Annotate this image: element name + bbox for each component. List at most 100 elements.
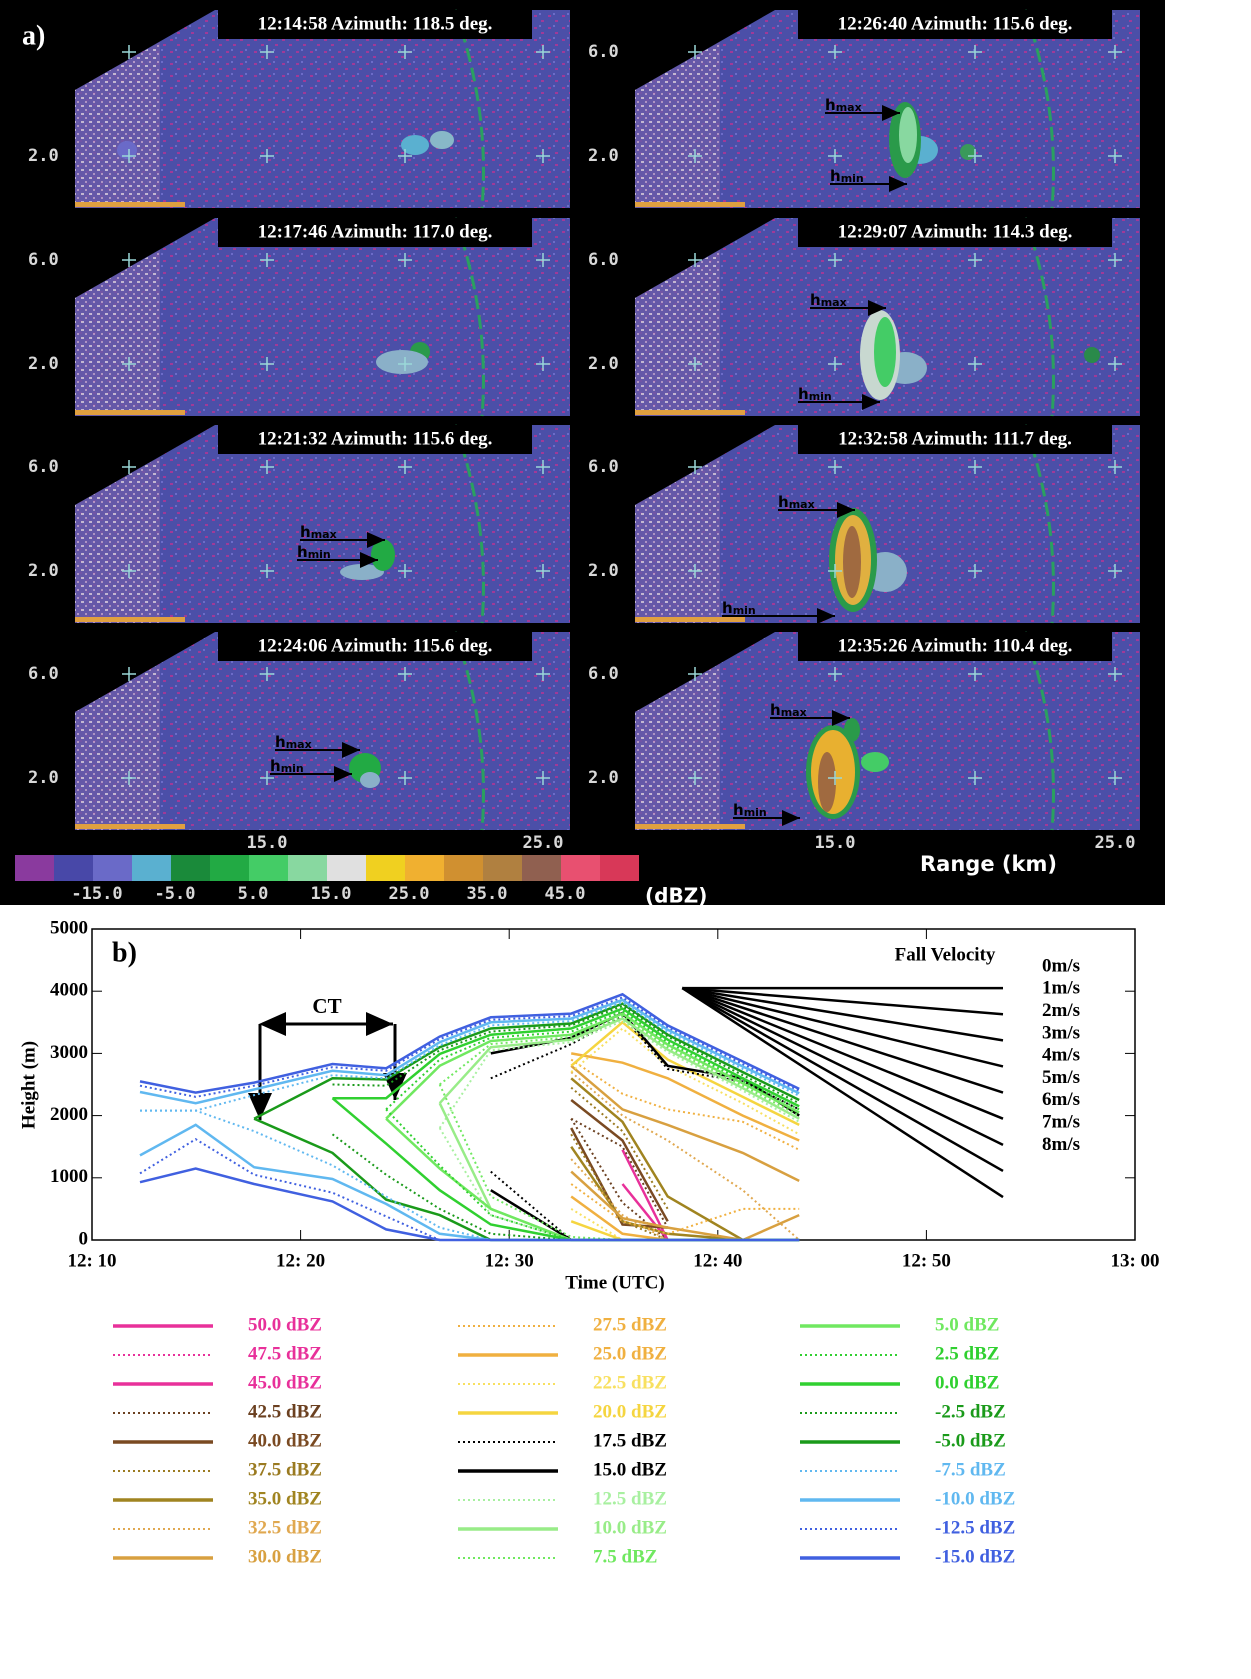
y-tick-label: 6.0 <box>588 42 619 62</box>
grid-cross <box>688 45 702 59</box>
fall-velocity-label: 0m/s <box>1042 955 1080 976</box>
annotation: hmin <box>830 167 864 186</box>
grid-cross <box>536 45 550 59</box>
panel-title-box <box>218 10 532 39</box>
x-tick-label: 15.0 <box>815 833 856 853</box>
legend-label: -15.0 dBZ <box>935 1546 1015 1567</box>
legend-label: 50.0 dBZ <box>248 1314 322 1335</box>
annotation-sub: min <box>809 390 832 403</box>
colorbar-cell <box>522 855 561 881</box>
series-line <box>139 1167 800 1242</box>
y-tick-label: 6.0 <box>28 457 59 477</box>
grid-cross <box>260 45 274 59</box>
grid-cross <box>828 564 842 578</box>
panel-a-label: a) <box>22 20 45 51</box>
panel-title-box <box>218 218 532 247</box>
annotation-sub: min <box>841 172 864 185</box>
colorbar-cell <box>171 855 210 881</box>
colorbar-tick-label: -5.0 <box>155 884 196 904</box>
annotation-base: h <box>770 701 781 719</box>
radar-panel: 12:29:07 Azimuth: 114.3 deg.6.02.0hmaxhm… <box>588 217 1140 417</box>
y-tick-label: 0 <box>79 1228 89 1249</box>
near-range-clutter <box>75 457 160 623</box>
echo <box>340 564 384 580</box>
annotation-sub: max <box>286 738 312 751</box>
panel-title: 12:17:46 Azimuth: 117.0 deg. <box>258 221 493 242</box>
annotation: hmin <box>733 801 767 820</box>
annotation-sub: min <box>281 762 304 775</box>
x-tick-label: 12: 40 <box>693 1250 742 1271</box>
grid-cross <box>828 771 842 785</box>
annotation: hmin <box>722 599 756 618</box>
annotation-base: h <box>270 757 281 775</box>
legend-label: 12.5 dBZ <box>593 1488 667 1509</box>
x-tick-label: 12: 30 <box>485 1250 534 1271</box>
fall-velocity-label: 4m/s <box>1042 1045 1080 1066</box>
annotation-sub: max <box>781 706 807 719</box>
panel-title-box <box>798 218 1112 247</box>
annotation-sub: max <box>789 498 815 511</box>
grid-cross <box>828 357 842 371</box>
colorbar-tick-label: 15.0 <box>311 884 352 904</box>
y-tick-label: 2.0 <box>588 561 619 581</box>
echo <box>843 526 861 598</box>
series-line <box>139 1123 800 1242</box>
grid-cross <box>260 771 274 785</box>
legend-label: 37.5 dBZ <box>248 1459 322 1480</box>
grid-cross <box>122 460 136 474</box>
panel-title: 12:24:06 Azimuth: 115.6 deg. <box>258 635 493 656</box>
legend-label: 30.0 dBZ <box>248 1546 322 1567</box>
grid-cross <box>122 667 136 681</box>
x-tick-label: 12: 50 <box>902 1250 951 1271</box>
legend-label: 42.5 dBZ <box>248 1401 322 1422</box>
series-line <box>570 1064 800 1183</box>
echo <box>818 752 836 812</box>
annotation-sub: min <box>744 806 767 819</box>
legend-label: 10.0 dBZ <box>593 1517 667 1538</box>
y-tick-label: 6.0 <box>588 664 619 684</box>
colorbar-tick-label: -15.0 <box>71 884 122 904</box>
colorbar-cell <box>54 855 93 881</box>
echo <box>360 772 380 788</box>
series-line <box>570 1099 669 1222</box>
grid-cross <box>122 771 136 785</box>
grid-cross <box>122 564 136 578</box>
colorbar-cell <box>444 855 483 881</box>
grid-cross <box>828 460 842 474</box>
colorbar-tick-label: 35.0 <box>467 884 508 904</box>
legend-label: 45.0 dBZ <box>248 1372 322 1393</box>
panel-b-label: b) <box>112 937 137 968</box>
legend-label: -12.5 dBZ <box>935 1517 1015 1538</box>
fall-velocity-label: 1m/s <box>1042 978 1080 999</box>
grid-cross <box>968 564 982 578</box>
fall-velocity-line <box>681 986 1004 1094</box>
annotation-base: h <box>778 493 789 511</box>
series-line <box>570 1077 744 1242</box>
legend-label: 25.0 dBZ <box>593 1343 667 1364</box>
colorbar-cell <box>15 855 54 881</box>
grid-cross <box>828 667 842 681</box>
colorbar-cell <box>561 855 600 881</box>
grid-cross <box>536 149 550 163</box>
echo <box>960 144 976 160</box>
radar-panel: 12:14:58 Azimuth: 118.5 deg. 2.0 <box>28 9 570 209</box>
ground-clutter <box>75 617 185 622</box>
series-line <box>570 1020 800 1127</box>
panel-title-box <box>798 632 1112 661</box>
series-line <box>438 1017 800 1120</box>
ground-clutter <box>635 617 745 622</box>
y-tick-label: 2.0 <box>28 561 59 581</box>
fall-velocity-label: 3m/s <box>1042 1022 1080 1043</box>
x-tick-label: 13: 00 <box>1110 1250 1159 1271</box>
grid-cross <box>536 460 550 474</box>
legend-label: 5.0 dBZ <box>935 1314 999 1335</box>
echo <box>117 141 137 159</box>
annotation: hmax <box>825 96 862 115</box>
grid-cross <box>260 149 274 163</box>
legend-label: 22.5 dBZ <box>593 1372 667 1393</box>
near-range-clutter <box>75 664 160 830</box>
annotation-base: h <box>722 599 733 617</box>
grid-cross <box>398 357 412 371</box>
annotation-base: h <box>300 523 311 541</box>
